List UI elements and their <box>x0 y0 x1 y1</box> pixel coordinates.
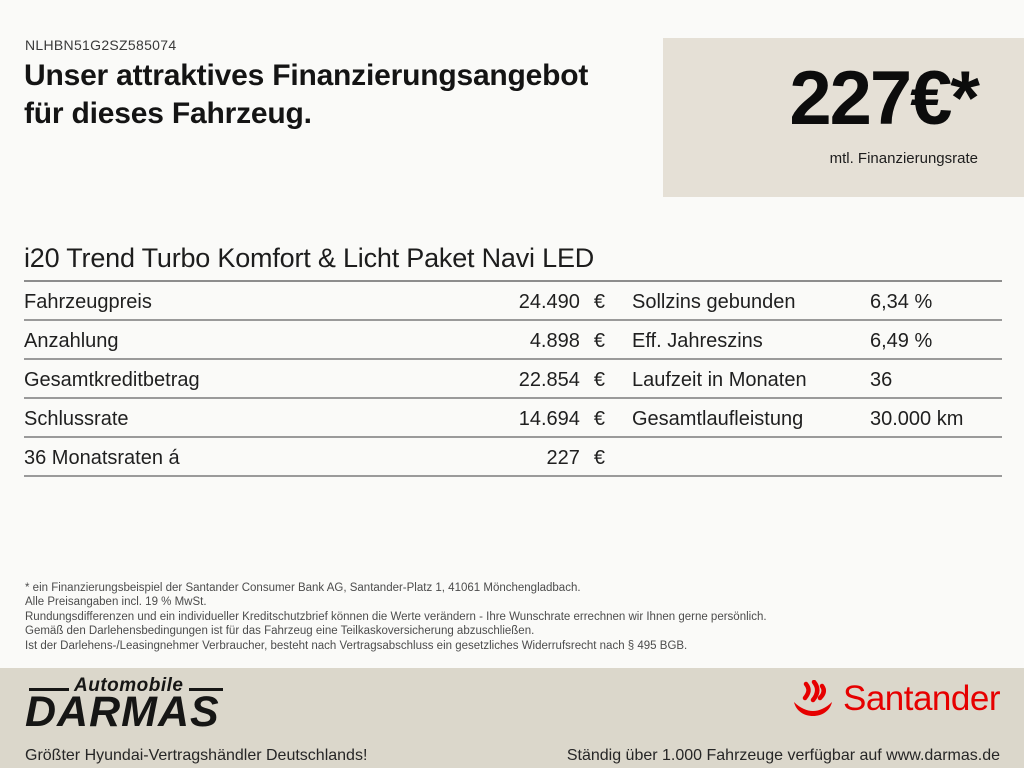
row-label-left: Schlussrate <box>24 408 129 430</box>
footer: Automobile DARMAS Größter Hyundai-Vertra… <box>0 668 1024 768</box>
bank-claim: Ständig über 1.000 Fahrzeuge verfügbar a… <box>566 747 1000 764</box>
disclaimer: * ein Finanzierungsbeispiel der Santande… <box>25 581 985 653</box>
vehicle-title: i20 Trend Turbo Komfort & Licht Paket Na… <box>24 243 1002 282</box>
vehicle-id: NLHBN51G2SZ585074 <box>25 37 177 53</box>
row-value-right: 36 <box>870 369 893 391</box>
disclaimer-line: Gemäß den Darlehensbedingungen ist für d… <box>25 625 535 638</box>
disclaimer-line: Ist der Darlehens-/Leasingnehmer Verbrau… <box>25 639 688 652</box>
monthly-rate-caption: mtl. Finanzierungsrate <box>829 150 978 167</box>
row-label-right: Gesamtlaufleistung <box>632 408 804 430</box>
page-title-line2: für dieses Fahrzeug. <box>24 97 312 130</box>
table-row: Schlussrate 14.694 € Gesamtlaufleistung 3… <box>24 399 1002 438</box>
santander-logo-text: Santander <box>842 679 1001 718</box>
monthly-rate-value: 227€* <box>789 56 980 141</box>
row-label-left: Anzahlung <box>24 330 119 352</box>
table-row: Gesamtkreditbetrag 22.854 € Laufzeit in M… <box>24 360 1002 399</box>
row-label-right: Eff. Jahreszins <box>632 330 763 352</box>
darmas-logo: Automobile DARMAS <box>25 675 223 736</box>
amount: 227 <box>546 447 580 469</box>
row-value-left: 22.854 € <box>409 369 605 392</box>
row-value-left: 14.694 € <box>409 408 605 431</box>
disclaimer-line: Rundungsdifferenzen und ein individuelle… <box>25 610 767 623</box>
amount: 24.490 <box>518 291 580 313</box>
row-value-right: 6,34 % <box>870 291 933 313</box>
row-value-left: 227 € <box>409 447 606 470</box>
table-row: Anzahlung 4.898 € Eff. Jahreszins 6,49 % <box>24 321 1002 360</box>
page-title: Unser attraktives Finanzierungsangebot f… <box>24 57 588 133</box>
financing-table: i20 Trend Turbo Komfort & Licht Paket Na… <box>24 243 1002 477</box>
page-title-line1: Unser attraktives Finanzierungsangebot <box>24 59 589 92</box>
row-label-left: Fahrzeugpreis <box>24 291 152 313</box>
row-label-right: Laufzeit in Monaten <box>632 369 807 391</box>
row-value-right: 6,49 % <box>870 330 933 352</box>
row-value-left: 4.898 € <box>409 330 605 353</box>
currency-unit: € <box>593 447 605 469</box>
row-value-right: 30.000 km <box>870 408 964 430</box>
logo-dash-right-icon <box>188 688 223 691</box>
logo-dash-left-icon <box>29 688 69 691</box>
row-label-right: Sollzins gebunden <box>632 291 796 313</box>
dealer-claim: Größter Hyundai-Vertragshändler Deutschl… <box>25 747 368 764</box>
currency-unit: € <box>593 330 605 352</box>
row-label-left: Gesamtkreditbetrag <box>24 369 200 391</box>
amount: 14.694 <box>518 408 580 430</box>
darmas-logo-top: Automobile <box>29 675 223 696</box>
currency-unit: € <box>593 291 605 313</box>
row-label-left: 36 Monatsraten á <box>24 447 180 469</box>
darmas-logo-name: DARMAS <box>25 688 220 736</box>
amount: 4.898 <box>529 330 580 352</box>
monthly-rate-box: 227€* mtl. Finanzierungsrate <box>663 38 1024 197</box>
santander-flame-icon <box>793 680 832 716</box>
currency-unit: € <box>593 408 605 430</box>
table-row: Fahrzeugpreis 24.490 € Sollzins gebunden … <box>24 282 1002 321</box>
disclaimer-line: * ein Finanzierungsbeispiel der Santande… <box>25 582 581 594</box>
darmas-logo-automobile: Automobile <box>74 675 184 696</box>
santander-logo: Santander <box>791 679 1001 718</box>
currency-unit: € <box>593 369 605 391</box>
amount: 22.854 <box>518 369 580 391</box>
table-row: 36 Monatsraten á 227 € <box>24 438 1002 477</box>
disclaimer-line: Alle Preisangaben incl. 19 % MwSt. <box>25 596 207 609</box>
row-value-left: 24.490 € <box>409 291 605 314</box>
